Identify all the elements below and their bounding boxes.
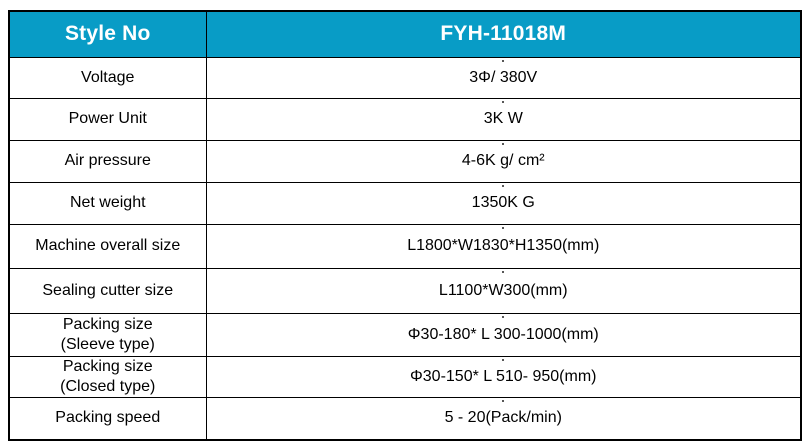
table-row-voltage: Voltage 3Φ/ 380V [8, 56, 802, 99]
row-value-packing-size-sleeve: Φ30-180* L 300-1000(mm) [205, 312, 802, 357]
table-row-sealing-cutter-size: Sealing cutter size L1100*W300(mm) [8, 267, 802, 314]
row-label-text: Voltage [81, 68, 135, 86]
row-label-text-line1: Packing size [62, 315, 153, 333]
row-value-machine-overall-size: L1800*W1830*H1350(mm) [205, 223, 802, 269]
row-label-packing-size-closed: Packing size (Closed type) [8, 355, 207, 398]
table-header-row: Style No FYH-11018M [8, 10, 802, 58]
stray-dot [502, 399, 505, 402]
header-model-number: FYH-11018M [205, 10, 802, 58]
table-row-power-unit: Power Unit 3K W [8, 97, 802, 141]
row-value-packing-speed: 5 - 20(Pack/min) [205, 396, 802, 441]
table-row-packing-size-closed: Packing size (Closed type) Φ30-150* L 51… [8, 355, 802, 398]
header-style-no-label: Style No [8, 10, 207, 58]
row-label-text: Power Unit [68, 110, 147, 127]
row-label-power-unit: Power Unit [8, 97, 207, 141]
table-row-machine-overall-size: Machine overall size L1800*W1830*H1350(m… [8, 223, 802, 269]
row-label-text-line2: (Sleeve type) [60, 335, 155, 353]
table-row-net-weight: Net weight 1350K G [8, 181, 802, 225]
stray-dot [502, 226, 505, 229]
stray-dot [502, 100, 505, 103]
stray-dot [502, 315, 505, 318]
row-value-text: Φ30-150* L 510- 950(mm) [410, 367, 597, 385]
stray-dot [502, 59, 505, 62]
row-value-net-weight: 1350K G [205, 181, 802, 225]
specification-table: Style No FYH-11018M Voltage 3Φ/ 380V Pow… [8, 10, 802, 441]
row-label-air-pressure: Air pressure [8, 139, 207, 183]
row-label-text: Packing speed [55, 409, 161, 427]
row-label-machine-overall-size: Machine overall size [8, 223, 207, 269]
table-row-air-pressure: Air pressure 4-6K g/ cm² [8, 139, 802, 183]
row-label-text: Air pressure [64, 152, 151, 169]
row-value-text: 4-6K g/ cm² [461, 152, 545, 169]
row-value-text: 5 - 20(Pack/min) [444, 409, 562, 427]
row-value-sealing-cutter-size: L1100*W300(mm) [205, 267, 802, 314]
row-value-power-unit: 3K W [205, 97, 802, 141]
row-value-text: 3Φ/ 380V [469, 68, 538, 86]
row-label-text: Net weight [69, 194, 146, 211]
row-value-voltage: 3Φ/ 380V [205, 56, 802, 99]
row-label-text-line1: Packing size [62, 357, 153, 375]
row-label-packing-size-sleeve: Packing size (Sleeve type) [8, 312, 207, 357]
row-value-packing-size-closed: Φ30-150* L 510- 950(mm) [205, 355, 802, 398]
row-label-net-weight: Net weight [8, 181, 207, 225]
stray-dot [502, 142, 505, 145]
row-label-text-line2: (Closed type) [60, 377, 156, 395]
row-label-packing-speed: Packing speed [8, 396, 207, 441]
row-value-text: L1800*W1830*H1350(mm) [407, 237, 600, 254]
stray-dot [502, 270, 505, 273]
row-value-text: Φ30-180* L 300-1000(mm) [407, 325, 599, 343]
table-row-packing-speed: Packing speed 5 - 20(Pack/min) [8, 396, 802, 441]
row-value-air-pressure: 4-6K g/ cm² [205, 139, 802, 183]
row-label-text: Machine overall size [35, 237, 181, 254]
table-row-packing-size-sleeve: Packing size (Sleeve type) Φ30-180* L 30… [8, 312, 802, 357]
row-value-text: 3K W [483, 110, 523, 127]
row-label-sealing-cutter-size: Sealing cutter size [8, 267, 207, 314]
row-value-text: 1350K G [471, 194, 535, 211]
stray-dot [502, 358, 505, 361]
row-label-text: Sealing cutter size [42, 281, 174, 299]
stray-dot [502, 184, 505, 187]
row-value-text: L1100*W300(mm) [438, 281, 568, 299]
row-label-voltage: Voltage [8, 56, 207, 99]
